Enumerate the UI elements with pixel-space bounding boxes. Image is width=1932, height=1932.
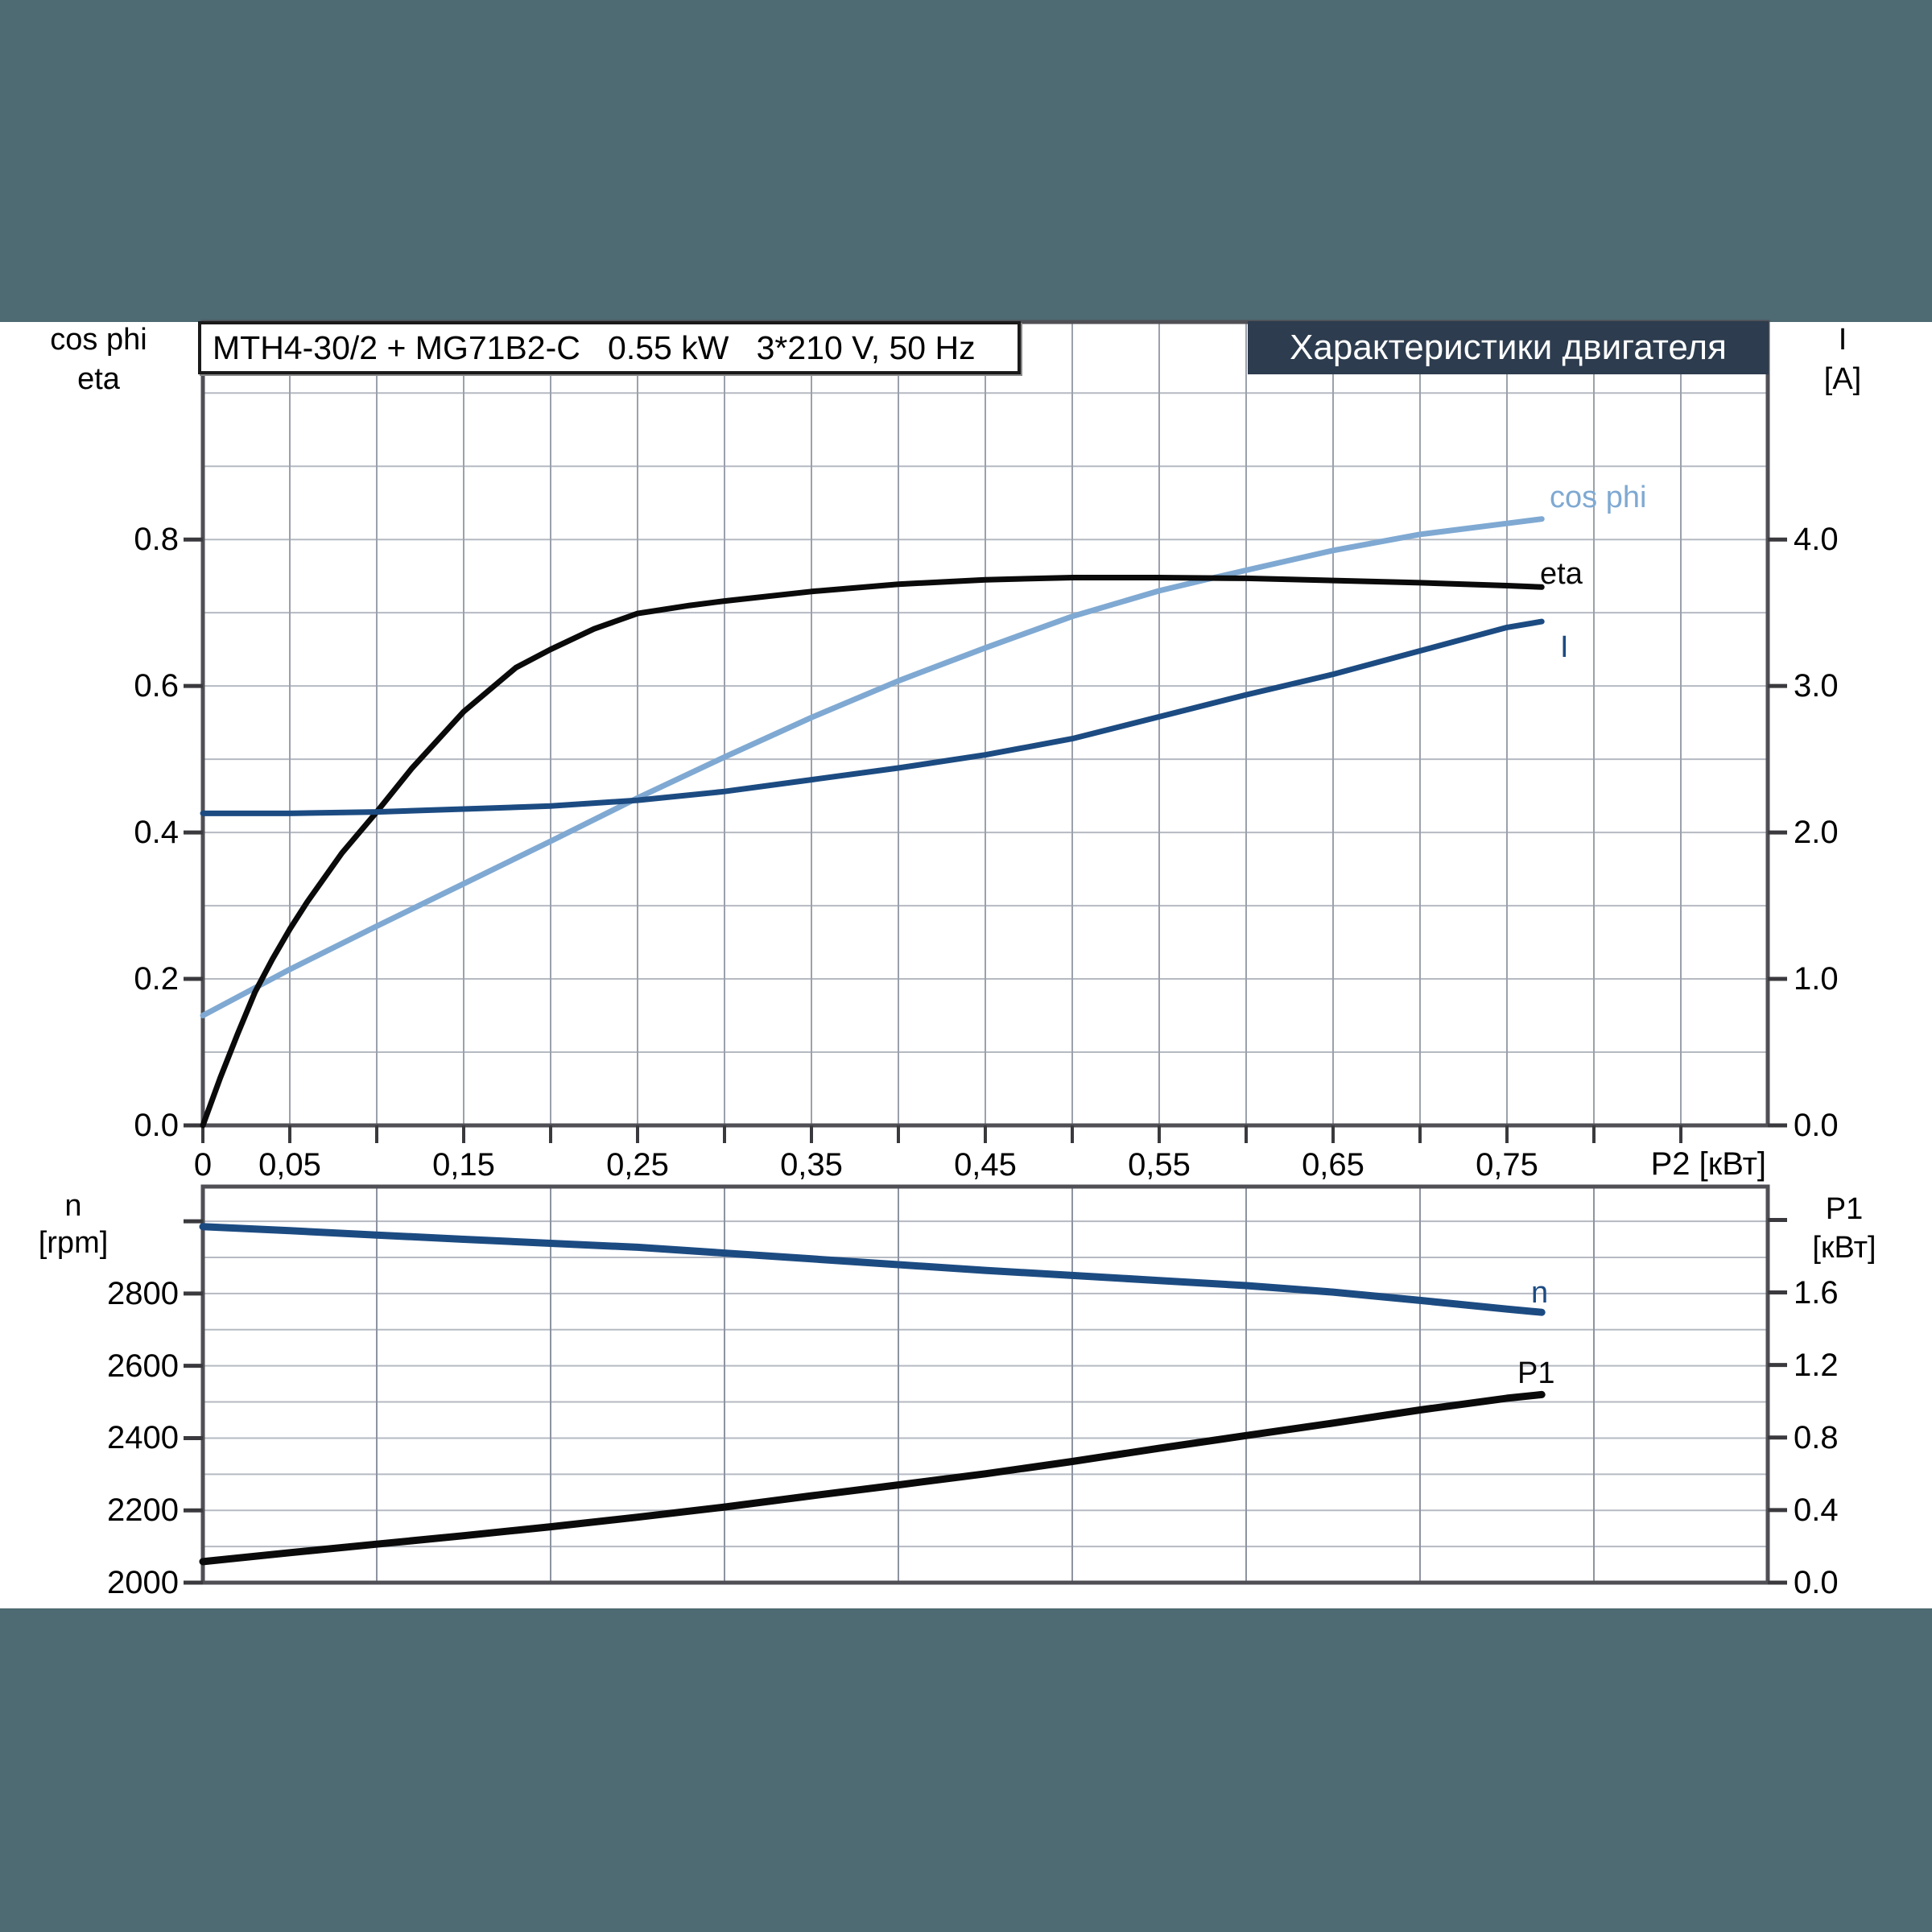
speed-power-left-tick-label: 2000 [107, 1565, 179, 1600]
motor-characteristics-right-tick-label: 4.0 [1794, 522, 1839, 558]
motor-characteristics-left-tick-label: 0.2 [134, 961, 179, 997]
speed-power-right-tick-label: 1.2 [1794, 1347, 1839, 1383]
speed-power-frame [200, 1184, 1770, 1585]
motor-characteristics-right-tick-label: 3.0 [1794, 668, 1839, 704]
curve-label-cosphi: cos phi [1550, 481, 1647, 514]
motor-characteristics-left-tick-label: 0.6 [134, 668, 179, 704]
speed-power-left-tick-label: 2800 [107, 1275, 179, 1311]
motor-characteristics-x-tick-label: 0,25 [606, 1147, 669, 1183]
top-right-axis-unit-A: [A] [1823, 362, 1862, 396]
top-left-axis-label-cosphi: cos phi [50, 323, 147, 357]
motor-characteristics-left-tick-label: 0.4 [134, 815, 179, 851]
motor-characteristics-right-tick-label: 2.0 [1794, 815, 1839, 851]
speed-power-right-tick-label: 1.6 [1794, 1274, 1839, 1311]
top-right-axis-label-I: I [1838, 323, 1847, 357]
curve-label-eta: eta [1540, 557, 1583, 591]
speed-power-right-tick-label: 0.4 [1794, 1492, 1839, 1528]
motor-characteristics-x-tick-label: 0 [193, 1147, 213, 1183]
curve-n [199, 1223, 1546, 1316]
curve-I [200, 618, 1545, 816]
bottom-left-axis-label-n: n [64, 1189, 82, 1223]
motor-characteristics-x-tick-label: 0,45 [954, 1147, 1017, 1183]
curve-label-p1: P1 [1517, 1356, 1555, 1390]
motor-characteristics-left-tick-label: 0.8 [134, 522, 179, 558]
speed-power-left-tick-label: 2200 [107, 1492, 179, 1529]
motor-characteristics-x-tick-label: 0,75 [1476, 1147, 1538, 1183]
content-background [0, 322, 1932, 1608]
curve-cos-phi [200, 516, 1545, 1018]
motor-characteristics-x-tick-label: 0,55 [1128, 1147, 1191, 1183]
top-left-axis-label-eta: eta [77, 362, 120, 396]
motor-characteristics-right-tick-label: 0.0 [1794, 1108, 1839, 1143]
motor-characteristics-x-tick-label: 0,15 [432, 1147, 495, 1183]
bottom-left-axis-unit-rpm: [rpm] [38, 1226, 109, 1260]
motor-characteristics-x-tick-label: 0,35 [780, 1147, 843, 1183]
curve-label-speed: n [1531, 1276, 1549, 1310]
motor-characteristics-x-tick-label: 0,05 [258, 1147, 321, 1183]
banner-motor-characteristics: Характеристики двигателя [1248, 321, 1769, 374]
motor-characteristics-right-tick-label: 1.0 [1794, 961, 1839, 997]
motor-characteristics-left-tick-label: 0.0 [134, 1108, 179, 1143]
curve-P1 [199, 1390, 1546, 1566]
curve-label-current: I [1560, 630, 1569, 664]
x-axis-label-p2: P2 [кВт] [1650, 1146, 1766, 1182]
pump-motor-title-box: MTH4-30/2 + MG71B2-C 0.55 kW 3*210 V, 50… [198, 321, 1021, 374]
speed-power-left-tick-label: 2400 [107, 1420, 179, 1456]
speed-power-left-tick-label: 2600 [107, 1348, 179, 1384]
curve-eta [200, 575, 1545, 1129]
speed-power-right-tick-label: 0.8 [1794, 1419, 1839, 1455]
speed-power-right-tick-label: 0.0 [1794, 1565, 1839, 1600]
bottom-right-axis-unit-kvt: [кВт] [1812, 1231, 1876, 1265]
motor-characteristics-x-tick-label: 0,65 [1302, 1147, 1364, 1183]
bottom-right-axis-label-p1: P1 [1825, 1192, 1864, 1226]
